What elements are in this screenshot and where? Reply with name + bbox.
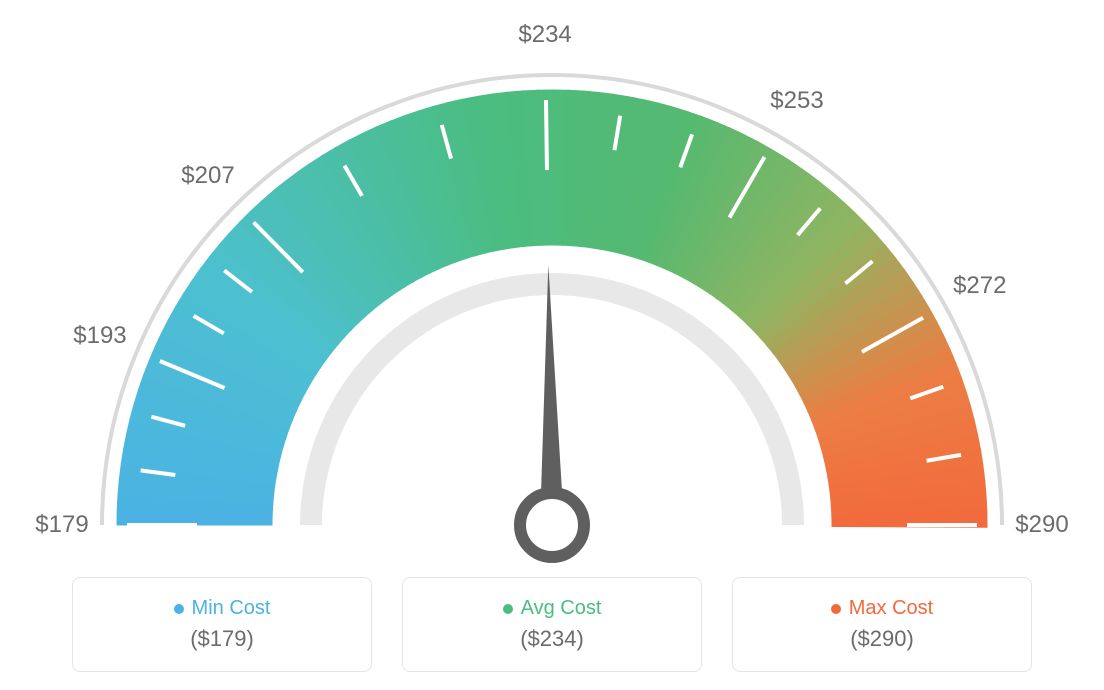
legend-dot-icon <box>831 604 841 614</box>
legend-dot-icon <box>174 604 184 614</box>
legend-label: Min Cost <box>192 597 271 620</box>
legend-card-header: Max Cost <box>831 597 933 620</box>
gauge-hub <box>520 493 584 557</box>
legend-dot-icon <box>503 604 513 614</box>
gauge-tick-label: $179 <box>35 511 88 539</box>
legend-label: Max Cost <box>849 597 933 620</box>
gauge-tick-label: $272 <box>953 272 1006 300</box>
gauge-tick-label: $253 <box>770 87 823 115</box>
legend-card-header: Avg Cost <box>503 597 602 620</box>
gauge-tick-label: $207 <box>181 162 234 190</box>
legend-card-header: Min Cost <box>174 597 271 620</box>
legend-value: ($234) <box>520 626 584 652</box>
legend-value: ($179) <box>190 626 254 652</box>
legend-card: Max Cost ($290) <box>732 577 1032 672</box>
gauge-legend: Min Cost ($179) Avg Cost ($234) Max Cost ($29… <box>72 577 1032 672</box>
legend-label: Avg Cost <box>521 597 602 620</box>
legend-card: Avg Cost ($234) <box>402 577 702 672</box>
gauge-tick-label: $193 <box>73 322 126 350</box>
gauge-container: $179$193$207$234$253$272$290 <box>52 10 1052 580</box>
legend-value: ($290) <box>850 626 914 652</box>
gauge-tick-label: $290 <box>1015 511 1068 539</box>
cost-gauge <box>52 10 1052 580</box>
legend-card: Min Cost ($179) <box>72 577 372 672</box>
gauge-tick-label: $234 <box>518 21 571 49</box>
